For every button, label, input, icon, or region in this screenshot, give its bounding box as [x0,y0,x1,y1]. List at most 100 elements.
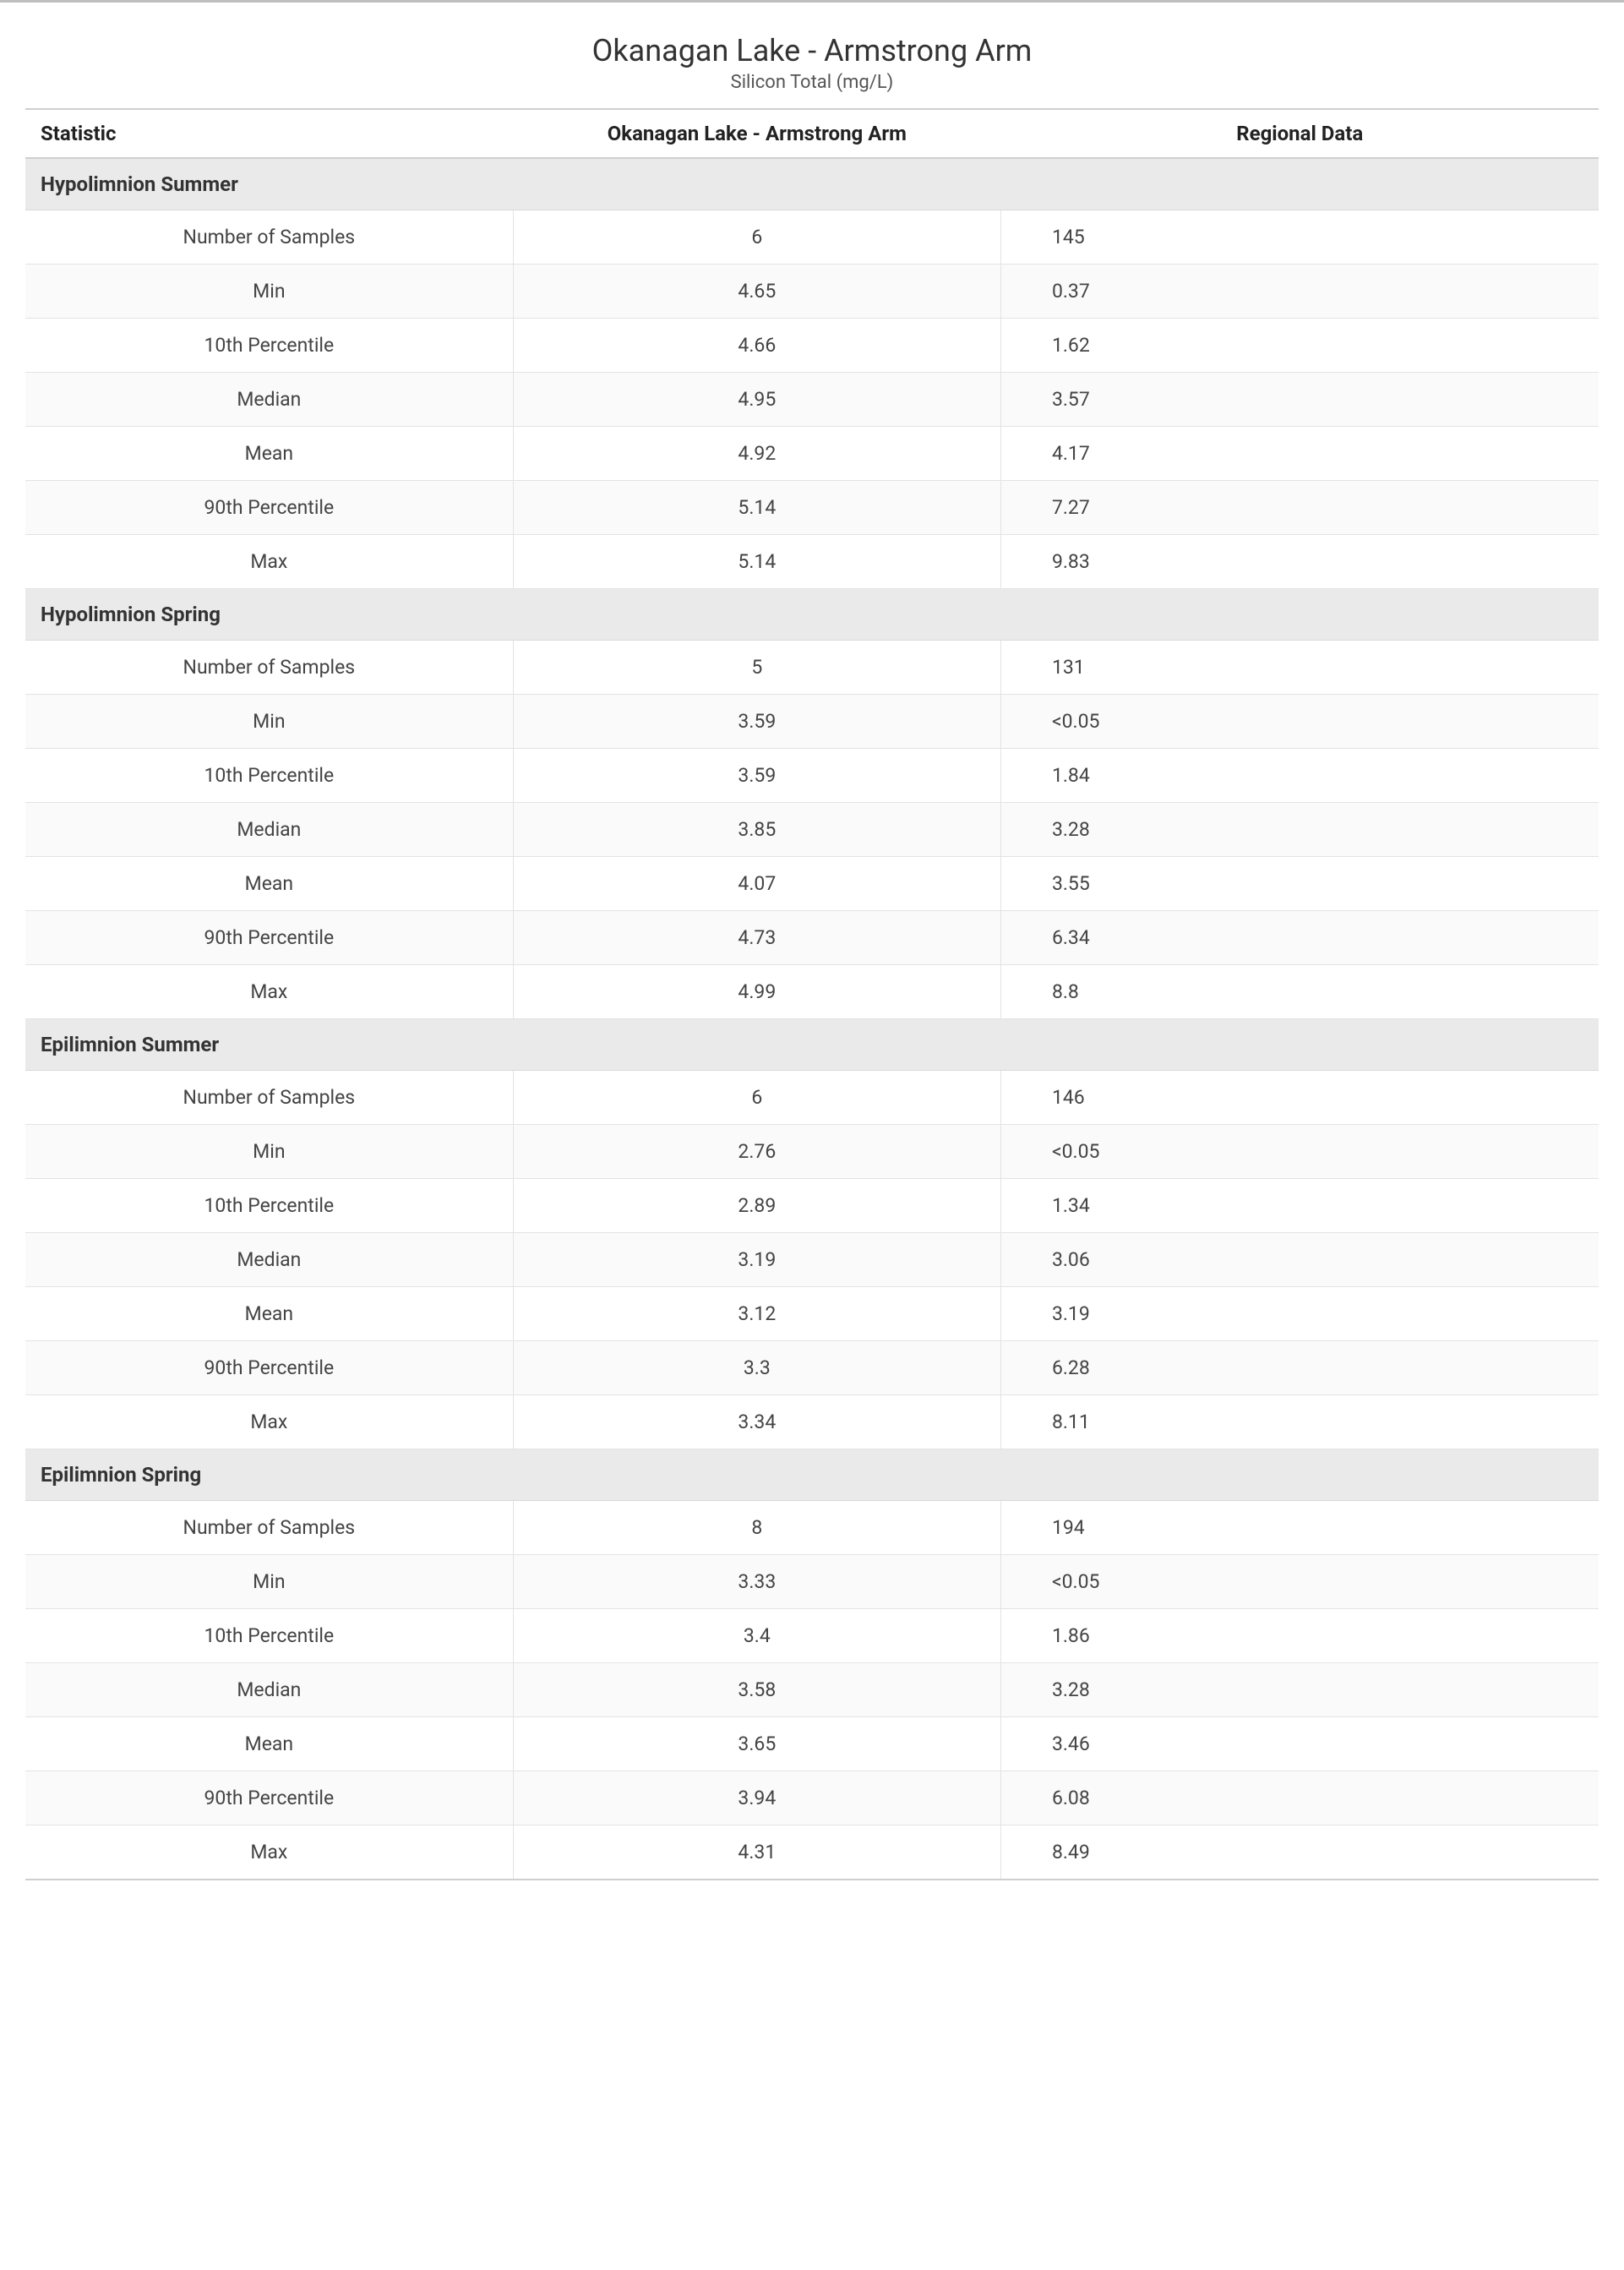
site-value: 3.58 [513,1663,1000,1717]
table-row: Max4.998.8 [25,965,1599,1019]
regional-value: 4.17 [1000,427,1599,481]
stat-label: Mean [25,857,513,911]
table-row: 10th Percentile3.41.86 [25,1609,1599,1663]
col-header-statistic: Statistic [25,109,513,158]
site-value: 4.66 [513,319,1000,373]
stat-label: Number of Samples [25,210,513,265]
table-row: 10th Percentile2.891.34 [25,1179,1599,1233]
regional-value: <0.05 [1000,695,1599,749]
site-value: 4.07 [513,857,1000,911]
table-row: Min3.33<0.05 [25,1555,1599,1609]
site-value: 6 [513,210,1000,265]
stat-label: Max [25,1395,513,1449]
site-value: 5.14 [513,535,1000,589]
site-value: 8 [513,1501,1000,1555]
stat-label: 90th Percentile [25,1771,513,1825]
table-row: 10th Percentile4.661.62 [25,319,1599,373]
site-value: 6 [513,1071,1000,1125]
regional-value: 3.19 [1000,1287,1599,1341]
regional-value: 194 [1000,1501,1599,1555]
section-header: Epilimnion Summer [25,1019,1599,1071]
site-value: 3.19 [513,1233,1000,1287]
table-row: Number of Samples6145 [25,210,1599,265]
stat-label: 10th Percentile [25,1609,513,1663]
table-row: Mean3.123.19 [25,1287,1599,1341]
regional-value: 3.28 [1000,1663,1599,1717]
stat-label: Min [25,265,513,319]
table-row: Mean3.653.46 [25,1717,1599,1771]
regional-value: 9.83 [1000,535,1599,589]
site-value: 3.94 [513,1771,1000,1825]
table-row: Median3.193.06 [25,1233,1599,1287]
table-row: Number of Samples6146 [25,1071,1599,1125]
page-subtitle: Silicon Total (mg/L) [25,72,1599,93]
regional-value: 146 [1000,1071,1599,1125]
site-value: 4.65 [513,265,1000,319]
table-row: Mean4.924.17 [25,427,1599,481]
regional-value: 8.49 [1000,1825,1599,1880]
regional-value: 7.27 [1000,481,1599,535]
regional-value: 6.28 [1000,1341,1599,1395]
site-value: 3.12 [513,1287,1000,1341]
site-value: 3.85 [513,803,1000,857]
section-title: Hypolimnion Summer [25,158,1599,210]
table-row: Number of Samples5131 [25,641,1599,695]
table-row: Number of Samples8194 [25,1501,1599,1555]
regional-value: 3.06 [1000,1233,1599,1287]
regional-value: 131 [1000,641,1599,695]
table-row: Max4.318.49 [25,1825,1599,1880]
table-row: 90th Percentile4.736.34 [25,911,1599,965]
site-value: 5 [513,641,1000,695]
stat-label: Mean [25,1287,513,1341]
regional-value: 3.55 [1000,857,1599,911]
stat-label: Number of Samples [25,1071,513,1125]
stat-label: Median [25,1663,513,1717]
site-value: 3.59 [513,749,1000,803]
site-value: 3.4 [513,1609,1000,1663]
site-value: 4.31 [513,1825,1000,1880]
regional-value: 1.86 [1000,1609,1599,1663]
page-title: Okanagan Lake - Armstrong Arm [25,33,1599,68]
regional-value: <0.05 [1000,1125,1599,1179]
report-page: Okanagan Lake - Armstrong Arm Silicon To… [0,0,1624,1914]
stat-label: Median [25,1233,513,1287]
stat-label: Max [25,1825,513,1880]
site-value: 2.76 [513,1125,1000,1179]
section-title: Epilimnion Spring [25,1449,1599,1501]
section-title: Hypolimnion Spring [25,589,1599,641]
site-value: 4.73 [513,911,1000,965]
stat-label: Median [25,373,513,427]
table-body: Hypolimnion SummerNumber of Samples6145M… [25,158,1599,1880]
table-row: Max3.348.11 [25,1395,1599,1449]
table-row: Min3.59<0.05 [25,695,1599,749]
table-row: Median4.953.57 [25,373,1599,427]
table-row: Max5.149.83 [25,535,1599,589]
regional-value: 6.34 [1000,911,1599,965]
regional-value: 1.34 [1000,1179,1599,1233]
table-row: Min2.76<0.05 [25,1125,1599,1179]
site-value: 3.3 [513,1341,1000,1395]
table-row: 90th Percentile3.946.08 [25,1771,1599,1825]
stat-label: Number of Samples [25,1501,513,1555]
site-value: 4.95 [513,373,1000,427]
table-row: Median3.583.28 [25,1663,1599,1717]
regional-value: 0.37 [1000,265,1599,319]
stat-label: Max [25,535,513,589]
stat-label: 90th Percentile [25,1341,513,1395]
site-value: 2.89 [513,1179,1000,1233]
stat-label: 10th Percentile [25,1179,513,1233]
site-value: 4.92 [513,427,1000,481]
regional-value: 1.62 [1000,319,1599,373]
stat-label: 90th Percentile [25,481,513,535]
regional-value: 3.57 [1000,373,1599,427]
site-value: 4.99 [513,965,1000,1019]
section-header: Hypolimnion Summer [25,158,1599,210]
stat-label: 10th Percentile [25,319,513,373]
table-header-row: Statistic Okanagan Lake - Armstrong Arm … [25,109,1599,158]
table-row: Mean4.073.55 [25,857,1599,911]
stats-table: Statistic Okanagan Lake - Armstrong Arm … [25,108,1599,1880]
regional-value: 1.84 [1000,749,1599,803]
regional-value: 8.11 [1000,1395,1599,1449]
regional-value: 145 [1000,210,1599,265]
stat-label: Number of Samples [25,641,513,695]
